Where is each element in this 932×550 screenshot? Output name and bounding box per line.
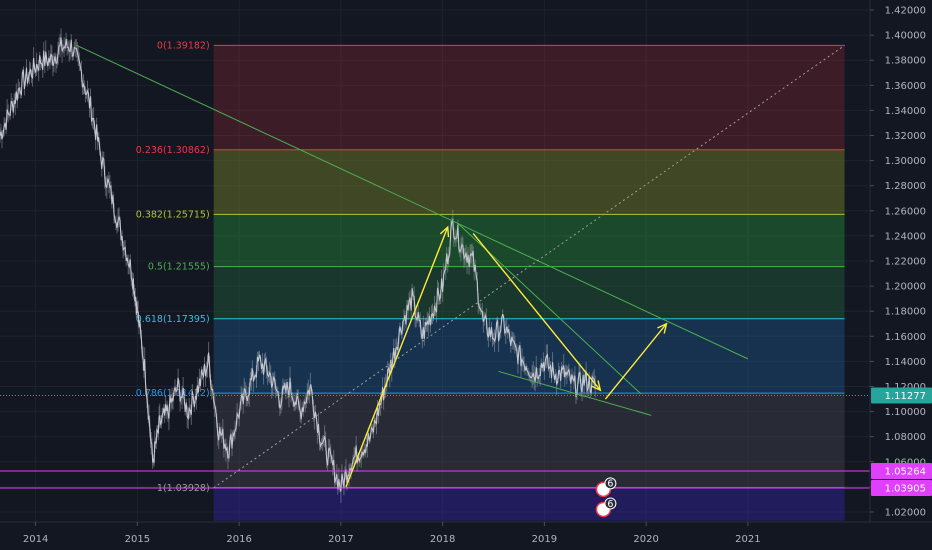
fib-label-0.618: 0.618(1.17395) (136, 314, 210, 325)
price-tick-label: 1.10000 (885, 407, 926, 418)
fib-band-0.382 (213, 214, 845, 267)
time-tick-label: 2015 (125, 534, 150, 545)
price-label-box (871, 463, 932, 480)
arrow-head-1 (591, 380, 602, 392)
price-tick-label: 1.20000 (885, 282, 926, 293)
fibonacci-retracement[interactable]: 0(1.39182) 0.236(1.30862) 0.382(1.25715) 0.… (136, 40, 845, 521)
fib-band-0.5 (213, 266, 845, 319)
price-tick-label: 1.08000 (885, 432, 926, 443)
price-tick-label: 1.02000 (885, 507, 926, 518)
fib-label-0.236: 0.236(1.30862) (136, 145, 210, 156)
price-tick-label: 1.34000 (885, 106, 926, 117)
price-tick-label: 1.28000 (885, 181, 926, 192)
trend-line-0 (76, 44, 749, 360)
trend-line-3 (213, 44, 845, 489)
price-label-box (871, 480, 932, 497)
fib-label-0.382: 0.382(1.25715) (136, 209, 210, 220)
price-tick-label: 1.26000 (885, 206, 926, 217)
price-axis-panel[interactable] (870, 0, 932, 522)
price-tick-label: 1.42000 (885, 6, 926, 17)
price-tick-label: 1.36000 (885, 81, 926, 92)
horizontal-lines[interactable] (0, 395, 870, 489)
price-series (0, 28, 596, 503)
price-tick-label: 1.38000 (885, 56, 926, 67)
fib-band-0 (213, 45, 845, 150)
event-count-bubble (604, 497, 617, 510)
fib-label-0: 0(1.39182) (157, 40, 210, 51)
arrow-shaft-1 (472, 232, 601, 391)
price-axis[interactable]: 1.42000 1.40000 1.38000 1.36000 1.34000 1.320… (870, 6, 926, 519)
time-tick-label: 2017 (328, 534, 353, 545)
time-tick-label: 2020 (633, 534, 658, 545)
trend-line-2 (498, 370, 652, 416)
price-tick-label: 1.24000 (885, 231, 926, 242)
price-tick-label: 1.12000 (885, 382, 926, 393)
time-tick-label: 2018 (430, 534, 455, 545)
time-tick-label: 2016 (226, 534, 251, 545)
arrow-shaft-2 (604, 323, 668, 400)
fib-band-1 (213, 487, 845, 521)
event-count: 6 (607, 479, 613, 490)
fib-band-0.236 (213, 149, 845, 215)
price-tick-label: 1.18000 (885, 307, 926, 318)
event-count: 6 (607, 499, 613, 510)
price-tick-label: 1.16000 (885, 332, 926, 343)
fib-label-0.5: 0.5(1.21555) (148, 262, 210, 273)
time-axis[interactable]: 2014 2015 2016 2017 2018 2019 2020 2021 (23, 522, 761, 545)
price-label-text: 1.05264 (885, 467, 926, 478)
price-label-text: 1.03905 (885, 484, 926, 495)
price-tick-label: 1.40000 (885, 31, 926, 42)
fib-band-0.786 (213, 393, 845, 488)
projection-arrows[interactable] (345, 225, 668, 488)
time-tick-label: 2021 (735, 534, 760, 545)
price-tick-label: 1.14000 (885, 357, 926, 368)
price-label-text: 1.11277 (885, 391, 926, 402)
price-tick-label: 1.30000 (885, 156, 926, 167)
price-label-box (871, 387, 932, 404)
time-tick-label: 2019 (532, 534, 557, 545)
grid-lines (0, 0, 870, 522)
price-tick-label: 1.32000 (885, 131, 926, 142)
arrow-head-0 (439, 225, 450, 238)
time-axis-panel[interactable] (0, 522, 932, 550)
time-tick-label: 2014 (23, 534, 48, 545)
price-tick-label: 1.06000 (885, 457, 926, 468)
price-line (0, 37, 596, 492)
arrow-shaft-0 (345, 226, 449, 488)
event-count-bubble (604, 477, 617, 490)
event-badges[interactable]: 66 (595, 477, 617, 518)
arrow-head-2 (657, 322, 668, 334)
price-tick-label: 1.22000 (885, 257, 926, 268)
price-axis-labels: 1.11277 1.05264 1.03905 (871, 387, 932, 497)
